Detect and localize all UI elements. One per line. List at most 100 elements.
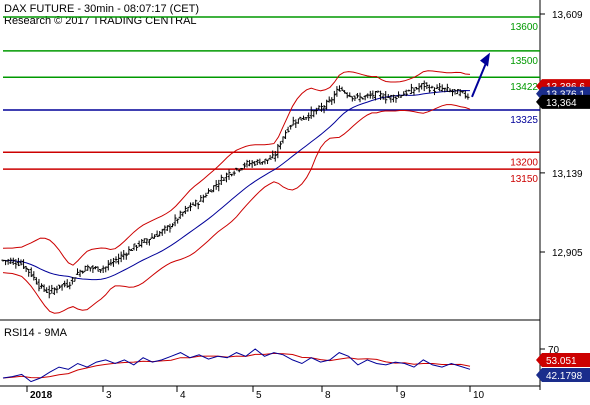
chart-title: DAX FUTURE - 30min - 08:07:17 (CET) [4, 3, 199, 15]
ohlc-bar [304, 117, 308, 121]
time-axis-tick-label: 8 [325, 390, 331, 400]
ohlc-bar [63, 280, 67, 288]
ohlc-bar [237, 169, 241, 173]
ohlc-bar [402, 91, 406, 96]
ohlc-bar [253, 160, 257, 166]
ohlc-bar [327, 96, 331, 103]
ohlc-bar [150, 233, 154, 239]
ohlc-bar [276, 143, 280, 159]
ohlc-bar [140, 238, 144, 248]
ohlc-bar [463, 90, 467, 99]
ohlc-bar [319, 102, 324, 112]
price-badges-layer: 13,386.613,376.113,364 [536, 79, 590, 109]
ohlc-bar [91, 265, 95, 273]
ohlc-bar [404, 89, 408, 97]
last-price-badge: 13,364 [536, 94, 590, 109]
ohlc-bar [186, 206, 190, 212]
ohlc-bar [461, 90, 465, 94]
ohlc-bar [340, 86, 344, 91]
ohlc-bar [50, 284, 54, 294]
ohlc-bar [168, 223, 172, 233]
ohlc-bar [163, 225, 167, 234]
bollinger-lower-band [2, 104, 471, 314]
ohlc-bar [160, 228, 164, 236]
support-level-label: 13150 [510, 174, 538, 185]
pivot-level-label: 13325 [510, 115, 538, 126]
ohlc-bar [147, 238, 152, 246]
ohlc-bar [83, 265, 87, 272]
chart-subtitle: Research © 2017 TRADING CENTRAL [4, 15, 197, 27]
ohlc-bar [111, 257, 116, 267]
ohlc-bar [24, 265, 28, 273]
ohlc-bar [307, 112, 311, 121]
rsi-value-badge: 42.1798 [536, 368, 590, 382]
rsi-ma-value-badge-label: 53.051 [546, 356, 577, 367]
resistance-level-label: 13600 [510, 22, 538, 33]
ohlc-bar [438, 83, 442, 92]
ohlc-bar [373, 91, 378, 101]
ohlc-bar [309, 106, 313, 119]
ohlc-bar [412, 87, 416, 96]
ohlc-bar [142, 238, 146, 244]
ohlc-bar [350, 96, 354, 102]
ohlc-bar [386, 94, 390, 98]
price-axis-tick-label: 13,139 [552, 169, 583, 180]
ohlc-bar [466, 93, 470, 100]
ohlc-bar [453, 89, 457, 95]
ohlc-bar [165, 225, 169, 231]
ohlc-bar [448, 88, 452, 93]
ohlc-bar [394, 95, 398, 103]
rsi-value-badge-label: 42.1798 [546, 371, 583, 382]
ohlc-bar [240, 167, 244, 171]
ohlc-bar [242, 162, 247, 169]
ohlc-bar [430, 85, 434, 89]
ohlc-bar [317, 105, 321, 110]
ohlc-bar [206, 188, 211, 194]
ohlc-bar [155, 230, 159, 238]
bollinger-upper-band [2, 70, 471, 266]
ohlc-bar [106, 260, 110, 271]
ohlc-bar [57, 284, 62, 289]
ohlc-bar [9, 257, 13, 264]
rsi-value-badge-shape [536, 368, 590, 382]
ohlc-bar [245, 159, 249, 168]
ohlc-bar [109, 258, 113, 266]
ohlc-bar [343, 90, 347, 94]
ohlc-bar [283, 130, 288, 139]
ohlc-bar [204, 192, 208, 198]
rsi-line [2, 348, 471, 383]
ohlc-bar [258, 158, 262, 165]
ohlc-bar [209, 189, 213, 193]
ohlc-bar [286, 126, 290, 133]
ohlc-bar [29, 267, 33, 278]
ohlc-bar [27, 268, 31, 277]
ohlc-bar [378, 90, 383, 101]
time-axis-tick-label: 3 [106, 390, 112, 400]
ohlc-bar [268, 155, 272, 160]
ohlc-bar [263, 158, 267, 165]
ohlc-bar [360, 97, 365, 100]
ohlc-bar [296, 118, 300, 124]
ohlc-bar [278, 141, 282, 150]
ohlc-bar [173, 214, 177, 227]
ohlc-bar [96, 266, 100, 272]
ohlc-bar [332, 90, 336, 104]
moving-average-line [2, 89, 471, 281]
rsi-ma-value-badge-shape [536, 353, 590, 367]
ohlc-bar [427, 84, 431, 93]
ohlc-bar [134, 244, 139, 251]
ohlc-bar [381, 93, 385, 100]
resistance-level-label: 13422 [510, 82, 538, 93]
time-axis-tick-label: 10 [473, 390, 485, 400]
ohlc-bar [358, 92, 362, 103]
ohlc-bar [250, 160, 254, 168]
rsi-panel-label: RSI14 - 9MA [4, 327, 68, 339]
ohlc-bar [119, 251, 123, 263]
ohlc-bar [45, 287, 49, 293]
ohlc-bar [11, 257, 15, 265]
ohlc-bar [21, 259, 26, 269]
ohlc-bar [16, 257, 21, 267]
ohlc-bar [322, 104, 326, 114]
